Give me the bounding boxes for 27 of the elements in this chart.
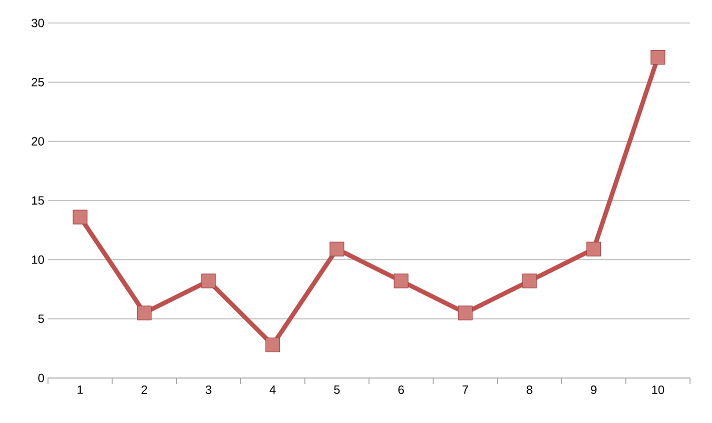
x-tick-label: 7 xyxy=(462,386,468,394)
x-tick-label: 3 xyxy=(206,386,212,394)
x-tick-label: 10 xyxy=(652,386,664,394)
y-tick-label: 5 xyxy=(38,314,44,324)
point xyxy=(137,306,152,320)
y-tick-label: 0 xyxy=(38,374,44,382)
y-tick-label: 20 xyxy=(32,137,44,146)
x-tick-label: 6 xyxy=(398,386,404,394)
x-tick-label: 5 xyxy=(334,386,340,394)
y-tick-label: 10 xyxy=(32,255,44,264)
x-tick-label: 1 xyxy=(78,386,83,394)
point xyxy=(586,242,602,256)
point xyxy=(394,274,408,288)
point xyxy=(72,210,88,224)
x-tick-label: 4 xyxy=(270,386,276,394)
y-tick-label: 15 xyxy=(32,196,44,205)
point xyxy=(522,274,537,288)
point xyxy=(458,306,473,320)
x-tick-label: 8 xyxy=(526,386,532,394)
x-tick-label: 2 xyxy=(142,386,148,394)
y-tick-label: 30 xyxy=(32,18,44,28)
x-tick-label: 9 xyxy=(590,386,596,394)
point xyxy=(650,50,666,65)
point xyxy=(265,338,280,352)
point xyxy=(201,274,216,288)
point xyxy=(330,242,344,256)
y-tick-label: 25 xyxy=(32,78,44,86)
